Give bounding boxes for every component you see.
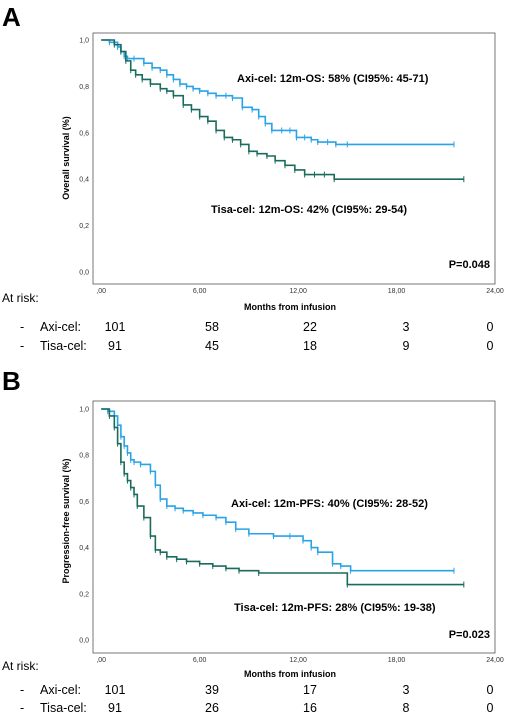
- annotation-axi-cel-b: Axi-cel: 12m-PFS: 40% (CI95%: 28-52): [231, 498, 428, 510]
- y-tick-label-b-4: 0,8: [79, 453, 89, 460]
- at-risk-dash-a-1: -: [20, 339, 24, 353]
- panel-letter-a: A: [2, 2, 21, 32]
- at-risk-value-b-0-3: 3: [403, 683, 410, 697]
- x-tick-label-b-3: 18,00: [388, 657, 406, 664]
- at-risk-label-a-0: Axi-cel:: [40, 320, 81, 334]
- at-risk-dash-b-1: -: [20, 701, 24, 714]
- at-risk-label-a-1: Tisa-cel:: [40, 339, 87, 353]
- y-tick-label-a-5: 1,0: [79, 38, 89, 45]
- y-tick-label-a-2: 0,4: [79, 177, 89, 184]
- y-tick-label-a-1: 0,2: [79, 223, 89, 230]
- x-tick-label-a-3: 18,00: [388, 288, 406, 295]
- p-value-b: P=0.023: [449, 629, 490, 641]
- panel-letter-b: B: [2, 366, 21, 396]
- annotation-tisa-cel-a: Tisa-cel: 12m-OS: 42% (CI95%: 29-54): [211, 204, 407, 216]
- at-risk-value-a-1-2: 18: [303, 339, 317, 353]
- y-tick-label-a-4: 0,8: [79, 84, 89, 91]
- at-risk-value-a-0-1: 58: [205, 320, 219, 334]
- x-tick-label-a-1: 6,00: [193, 288, 207, 295]
- axis-ticks-a: 0,0 0,2 0,4 0,6 0,8 1,0 ,00 6,00 12,00 18,00 24,00: [79, 38, 504, 296]
- at-risk-value-a-0-3: 3: [403, 320, 410, 334]
- at-risk-value-b-1-3: 8: [403, 701, 410, 714]
- at-risk-value-a-1-1: 45: [205, 339, 219, 353]
- x-tick-label-a-2: 12,00: [289, 288, 307, 295]
- axis-ticks-b: 0,0 0,2 0,4 0,6 0,8 1,0 ,00 6,00 12,00 18,00 24,00: [79, 407, 504, 665]
- x-tick-label-b-1: 6,00: [193, 657, 207, 664]
- at-risk-value-a-1-3: 9: [403, 339, 410, 353]
- y-tick-label-a-0: 0,0: [79, 270, 89, 277]
- at-risk-dash-b-0: -: [20, 683, 24, 697]
- at-risk-value-a-0-2: 22: [303, 320, 317, 334]
- x-tick-label-a-0: ,00: [96, 288, 106, 295]
- x-tick-label-b-0: ,00: [96, 657, 106, 664]
- y-tick-label-a-3: 0,6: [79, 130, 89, 137]
- panel-b: B 0,0 0,2 0,4 0,6 0,8 1,0 ,00 6,00 12,00 18,00 24,…: [2, 366, 504, 714]
- plot-frame-b: [92, 400, 496, 654]
- x-axis-title-a: Months from infusion: [244, 302, 336, 312]
- x-tick-label-b-4: 24,00: [486, 657, 504, 664]
- x-axis-title-b: Months from infusion: [244, 669, 336, 679]
- at-risk-value-b-1-4: 0: [487, 701, 494, 714]
- at-risk-value-b-1-2: 16: [303, 701, 317, 714]
- y-tick-label-b-5: 1,0: [79, 407, 89, 414]
- annotation-tisa-cel-b: Tisa-cel: 12m-PFS: 28% (CI95%: 19-38): [234, 602, 436, 614]
- x-tick-label-b-2: 12,00: [289, 657, 307, 664]
- at-risk-label-b-0: Axi-cel:: [40, 683, 81, 697]
- at-risk-value-b-1-0: 91: [108, 701, 122, 714]
- at-risk-dash-a-0: -: [20, 320, 24, 334]
- at-risk-value-b-0-1: 39: [205, 683, 219, 697]
- at-risk-label-b-1: Tisa-cel:: [40, 701, 87, 714]
- at-risk-value-a-1-0: 91: [108, 339, 122, 353]
- panel-a: A 0,0 0,2 0,4 0,6 0,8 1,0 ,00 6,00 12,00 18,00 24,…: [2, 2, 504, 353]
- y-tick-label-b-0: 0,0: [79, 638, 89, 645]
- plot-frame-a: [92, 32, 496, 285]
- p-value-a: P=0.048: [449, 259, 490, 271]
- annotation-axi-cel-a: Axi-cel: 12m-OS: 58% (CI95%: 45-71): [237, 73, 429, 85]
- at-risk-value-b-0-2: 17: [303, 683, 317, 697]
- at-risk-value-b-0-4: 0: [487, 683, 494, 697]
- x-tick-label-a-4: 24,00: [486, 288, 504, 295]
- at-risk-heading-b: At risk:: [2, 659, 39, 673]
- at-risk-value-b-1-1: 26: [205, 701, 219, 714]
- y-tick-label-b-3: 0,6: [79, 499, 89, 506]
- at-risk-value-b-0-0: 101: [105, 683, 126, 697]
- y-axis-title-a: Overall survival (%): [61, 116, 71, 200]
- at-risk-value-a-1-4: 0: [487, 339, 494, 353]
- at-risk-value-a-0-4: 0: [487, 320, 494, 334]
- y-tick-label-b-1: 0,2: [79, 591, 89, 598]
- curves-b: [101, 408, 465, 588]
- y-axis-title-b: Progression-free survival (%): [61, 458, 71, 583]
- curves-a: [101, 39, 465, 183]
- at-risk-table-b: At risk: - Axi-cel: - Tisa-cel: 101 39 1…: [2, 659, 494, 714]
- y-tick-label-b-2: 0,4: [79, 545, 89, 552]
- at-risk-table-a: At risk: - Axi-cel: - Tisa-cel: 101 58 2…: [2, 291, 494, 353]
- at-risk-heading-a: At risk:: [2, 291, 39, 305]
- at-risk-value-a-0-0: 101: [105, 320, 126, 334]
